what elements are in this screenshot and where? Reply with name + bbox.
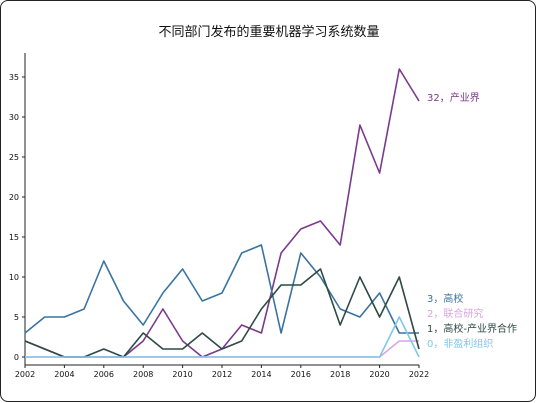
series-label-1: 3，高校 [427, 292, 463, 305]
y-tick-label: 5 [14, 313, 19, 322]
y-tick-label: 0 [14, 353, 19, 362]
x-tick-label: 2018 [330, 370, 350, 379]
series-line-1 [24, 244, 419, 334]
y-tick-label: 15 [9, 233, 19, 242]
x-tick-label: 2020 [369, 370, 389, 379]
series-lines [24, 68, 420, 358]
series-line-4 [25, 316, 420, 358]
series-line-3 [24, 268, 420, 358]
x-tick-label: 2008 [133, 370, 153, 379]
series-label-3: 1，高校-产业界合作 [427, 322, 517, 335]
series-line-0 [24, 68, 420, 358]
y-tick-label: 25 [9, 153, 19, 162]
series-end-labels: 32，产业界 3，高校 2，联合研究 1，高校-产业界合作 0，非盈利组织 [427, 91, 517, 350]
x-tick-label: 2014 [251, 370, 271, 379]
y-tick-label: 10 [9, 273, 19, 282]
y-tick-label: 30 [9, 113, 19, 122]
x-tick-label: 2006 [94, 370, 114, 379]
chart-title: 不同部门发布的重要机器学习系统数量 [158, 24, 379, 40]
x-tick-label: 2016 [291, 370, 311, 379]
y-tick-label: 35 [9, 73, 19, 82]
x-tick-label: 2010 [172, 370, 192, 379]
x-tick-label: 2022 [409, 370, 429, 379]
axes: 0 5 10 15 20 25 30 35 2002 2004 2006 2008 2010 2012 20… [9, 53, 429, 379]
x-tick-label: 2012 [212, 370, 232, 379]
series-label-4: 0，非盈利组织 [427, 337, 493, 350]
series-label-0: 32，产业界 [427, 91, 480, 104]
x-tick-label: 2002 [15, 370, 35, 379]
series-label-2: 2，联合研究 [427, 307, 483, 320]
x-tick-label: 2004 [54, 370, 74, 379]
y-tick-label: 20 [9, 193, 19, 202]
